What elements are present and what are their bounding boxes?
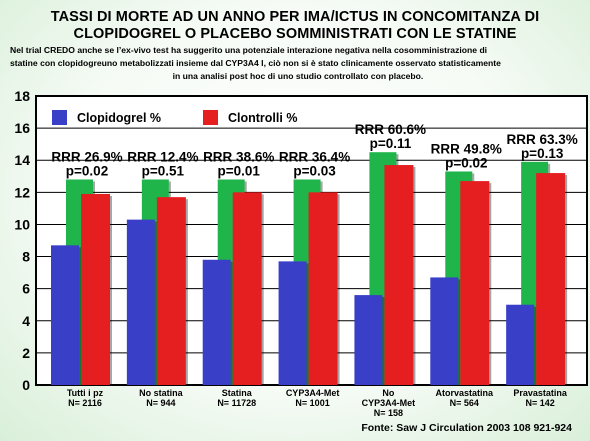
y-tick-label: 2 — [22, 345, 30, 361]
bar-annotation: RRR 12.4% — [127, 149, 198, 164]
bar-clopidogrel — [51, 245, 79, 385]
bar-clopidogrel-shade — [154, 221, 157, 385]
bar-annotation: p=0.51 — [142, 163, 185, 178]
legend-swatch — [203, 110, 218, 125]
bar-annotation: p=0.03 — [293, 163, 336, 178]
y-tick-label: 4 — [22, 313, 30, 329]
bar-clopidogrel-shade — [306, 263, 309, 385]
subtitle-line-2: statine con clopidogreuno metabolizzati … — [10, 58, 501, 68]
bar-clopidogrel-shade — [79, 247, 81, 385]
bar-clopidogrel — [126, 219, 155, 385]
bar-annotation: p=0.02 — [66, 163, 108, 178]
bar-annotation: RRR 49.8% — [431, 141, 502, 156]
bar-controlli-shade — [413, 167, 416, 385]
y-tick-label: 0 — [22, 377, 30, 393]
subtitle-line-1: Nel trial CREDO anche se l’ex-vivo test … — [10, 45, 488, 55]
x-tick-label: N= 944 — [146, 398, 175, 408]
x-tick-label: Pravastatina — [513, 388, 568, 398]
x-tick-label: Tutti i pz — [67, 388, 104, 398]
bar-clopidogrel-shade — [382, 297, 385, 385]
page-title: TASSI DI MORTE AD UN ANNO PER IMA/ICTUS … — [0, 9, 590, 43]
bar-clopidogrel — [506, 304, 535, 385]
bar-annotation: RRR 38.6% — [203, 149, 274, 164]
bar-annotation: p=0.01 — [218, 163, 261, 178]
bar-controlli-shade — [565, 175, 568, 385]
subtitle: Nel trial CREDO anche se l’ex-vivo test … — [10, 44, 586, 83]
title-line-1: TASSI DI MORTE AD UN ANNO PER IMA/ICTUS … — [50, 9, 540, 25]
bar-controlli — [156, 197, 186, 385]
x-tick-label: N= 158 — [374, 408, 403, 418]
bar-clopidogrel-shade — [534, 306, 537, 385]
y-tick-label: 14 — [14, 152, 30, 168]
bar-controlli — [232, 192, 262, 385]
title-line-2: CLOPIDOGREL O PLACEBO SOMMINISTRATI CON … — [73, 26, 517, 42]
x-tick-label: No statina — [139, 388, 184, 398]
bar-controlli — [308, 192, 338, 385]
x-tick-label: N= 11728 — [217, 398, 256, 408]
subtitle-line-3: in una analisi post hoc di uno studio co… — [172, 71, 424, 81]
y-tick-label: 16 — [14, 120, 30, 136]
y-tick-label: 8 — [22, 249, 30, 265]
y-tick-label: 18 — [14, 88, 30, 104]
bar-clopidogrel-shade — [458, 279, 461, 385]
bar-annotation: p=0.13 — [521, 146, 564, 161]
x-tick-label: N= 142 — [526, 398, 555, 408]
y-tick-label: 10 — [14, 216, 30, 232]
y-tick-label: 12 — [14, 184, 30, 200]
bar-clopidogrel — [430, 277, 459, 385]
bar-clopidogrel — [202, 259, 231, 385]
legend-swatch — [52, 110, 67, 125]
bar-annotation: RRR 26.9% — [51, 149, 122, 164]
bar-annotation: p=0.02 — [445, 155, 487, 170]
source-note: Fonte: Saw J Circulation 2003 108 921-92… — [361, 422, 572, 434]
x-tick-label: CYP3A4-Met — [362, 398, 416, 408]
bar-clopidogrel — [354, 295, 383, 385]
bar-controlli-shade — [110, 195, 112, 385]
x-tick-label: No — [382, 388, 394, 398]
bar-annotation: RRR 63.3% — [507, 132, 578, 147]
x-tick-label: N= 564 — [450, 398, 479, 408]
bar-controlli-shade — [185, 199, 188, 385]
bar-controlli-shade — [261, 194, 264, 385]
legend-label: Clontrolli % — [228, 111, 297, 125]
x-tick-label: Atorvastatina — [436, 388, 495, 398]
bar-controlli — [460, 181, 490, 385]
bar-annotation: RRR 36.4% — [279, 149, 350, 164]
x-tick-label: Statina — [222, 388, 253, 398]
bar-annotation: RRR 60.6% — [355, 122, 426, 137]
bar-controlli — [81, 193, 110, 385]
y-tick-label: 6 — [22, 281, 30, 297]
bar-controlli-shade — [337, 194, 340, 385]
bar-clopidogrel-shade — [230, 261, 233, 385]
bar-controlli-shade — [489, 183, 492, 385]
x-tick-label: CYP3A4-Met — [286, 388, 340, 398]
bar-controlli — [384, 165, 414, 385]
legend-label: Clopidogrel % — [77, 111, 161, 125]
bar-clopidogrel — [278, 261, 307, 385]
x-tick-label: N= 2116 — [68, 398, 102, 408]
bar-controlli — [536, 173, 566, 385]
bar-annotation: p=0.11 — [370, 136, 412, 151]
x-tick-label: N= 1001 — [295, 398, 329, 408]
